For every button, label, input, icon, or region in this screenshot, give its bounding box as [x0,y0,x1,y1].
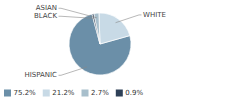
slice-label: WHITE [143,11,166,19]
slice-label: ASIAN [36,4,57,12]
legend-swatch [4,90,11,97]
legend: 75.2% 21.2% 2.7% 0.9% [4,89,143,97]
leader-line [59,16,94,18]
legend-label: 75.2% [14,89,37,97]
pie [69,13,131,75]
pie-slice [99,13,130,44]
slice-label: HISPANIC [24,71,57,79]
legend-label: 2.7% [91,89,109,97]
labels: HISPANIC WHITE ASIANBLACK [24,4,165,79]
legend-swatch [82,90,89,97]
slice-label: BLACK [34,12,57,20]
leader-line [59,67,87,75]
leader-line [59,8,97,18]
legend-swatch [43,90,50,97]
legend-label: 0.9% [125,89,143,97]
leader-line [116,15,142,23]
legend-label: 21.2% [52,89,75,97]
legend-swatch [116,90,123,97]
chart: HISPANIC WHITE ASIANBLACK 75.2% 21.2% 2.7% 0.9… [0,0,240,100]
